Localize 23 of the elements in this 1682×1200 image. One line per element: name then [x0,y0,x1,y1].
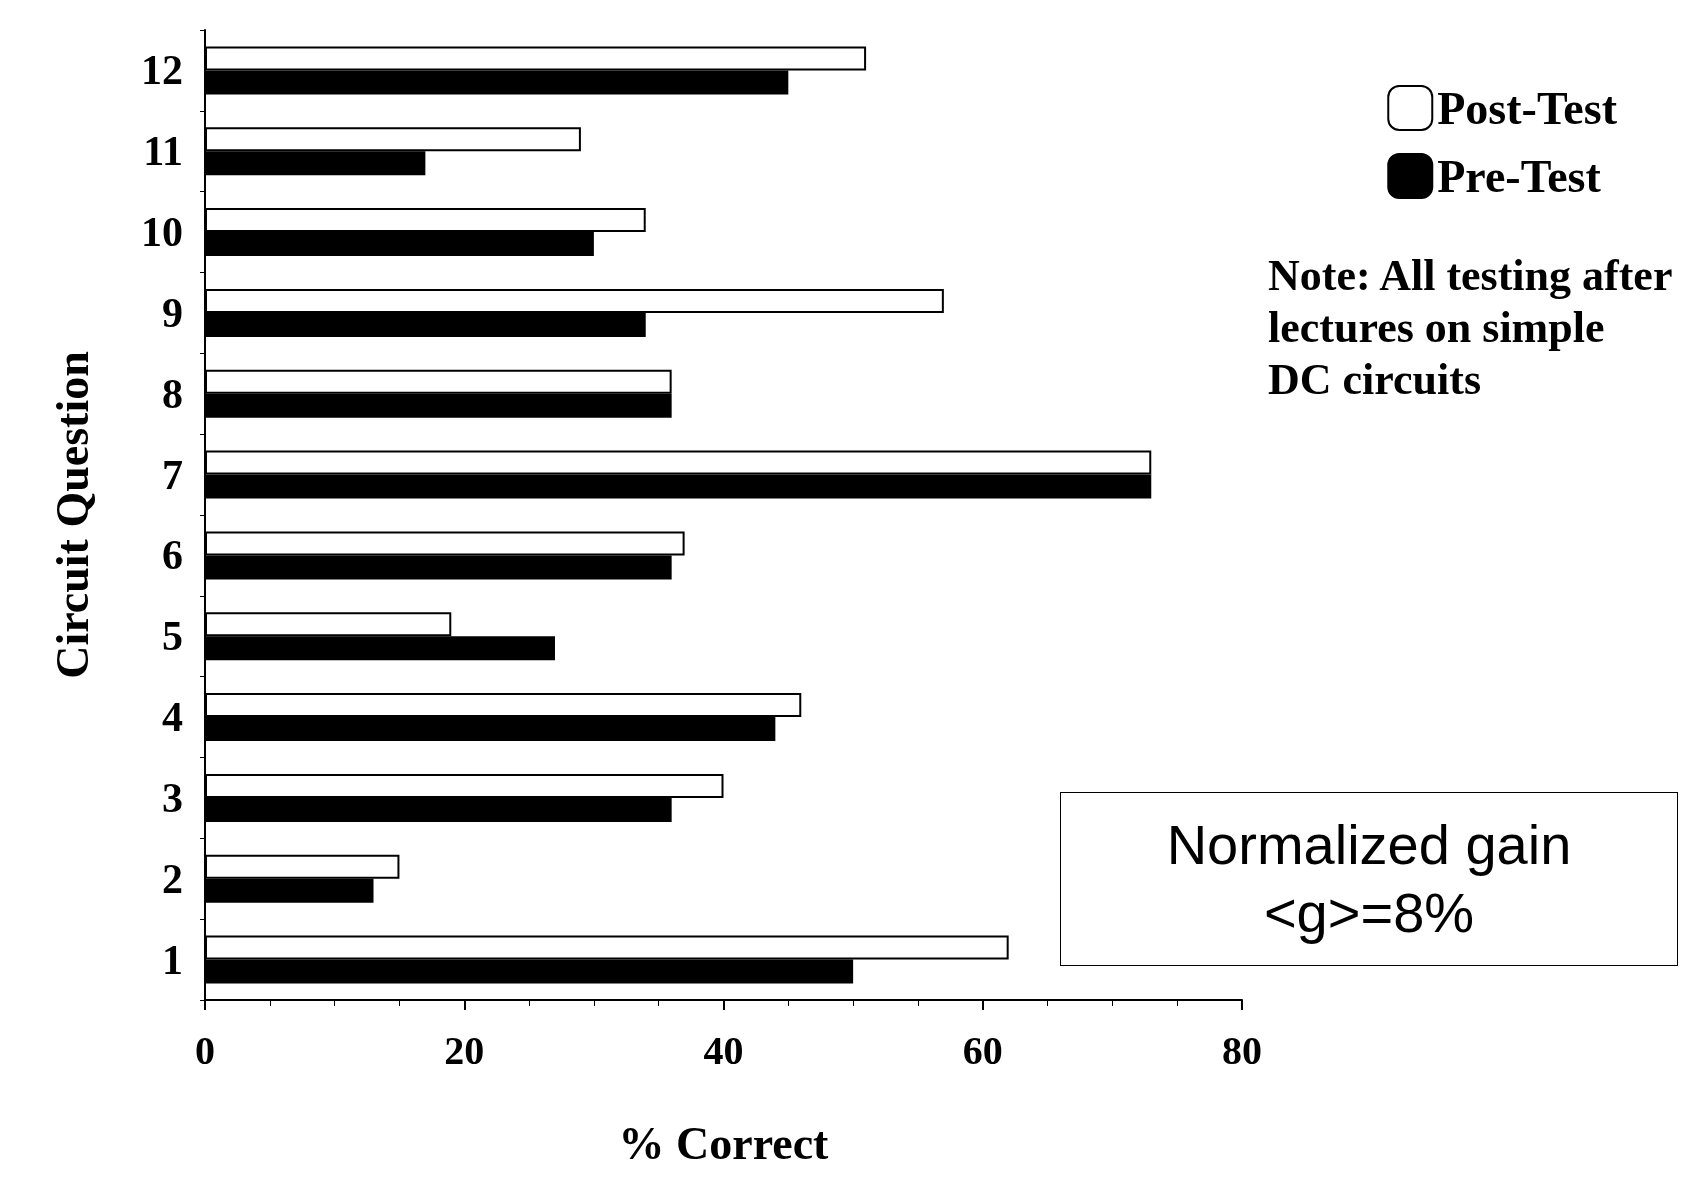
y-tick-label: 10 [141,209,183,256]
legend-label: Pre-Test [1437,150,1602,202]
x-tick-label: 20 [444,1027,485,1073]
x-tick-label: 0 [195,1027,215,1073]
y-tick-label: 5 [162,613,183,660]
y-tick-label: 3 [162,774,183,821]
x-tick-label: 40 [703,1027,744,1073]
x-axis-title: % Correct [618,1117,830,1169]
x-tick-label: 80 [1222,1027,1262,1073]
y-tick-label: 6 [162,532,183,579]
text: Note: All testing after lectures on simple DC circuits [1268,250,1673,406]
y-tick-label: 9 [162,289,183,336]
y-axis-title: Circuit Question [46,351,98,679]
y-tick-label: 8 [162,370,183,417]
y-tick-label: 2 [162,855,183,902]
y-tick-label: 4 [162,694,183,741]
y-tick-label: 1 [162,936,183,983]
legend-label: Post-Test [1437,82,1618,134]
x-tick-label: 60 [962,1027,1003,1073]
y-tick-label: 12 [141,47,183,94]
y-tick-label: 7 [162,451,183,498]
annotation: Normalized gain <g>=8% [1060,792,1678,966]
y-tick-label: 11 [143,128,183,175]
